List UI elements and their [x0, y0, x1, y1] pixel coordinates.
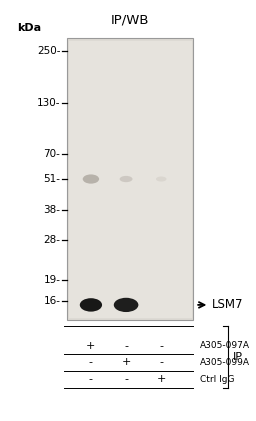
Text: 51-: 51- — [44, 174, 60, 184]
Text: kDa: kDa — [17, 23, 41, 33]
Ellipse shape — [156, 176, 166, 181]
Text: 70-: 70- — [44, 149, 60, 159]
Text: -: - — [89, 374, 93, 384]
Text: +: + — [121, 357, 131, 368]
Text: IP/WB: IP/WB — [110, 13, 149, 26]
Ellipse shape — [80, 298, 102, 312]
Text: 19-: 19- — [44, 275, 60, 285]
Text: A305-097A: A305-097A — [200, 341, 250, 350]
Text: 28-: 28- — [44, 235, 60, 245]
Text: +: + — [157, 374, 166, 384]
Text: +: + — [86, 341, 95, 351]
Text: 16-: 16- — [44, 296, 60, 306]
Text: -: - — [124, 374, 128, 384]
Ellipse shape — [120, 176, 133, 182]
Text: Ctrl IgG: Ctrl IgG — [200, 375, 234, 384]
Bar — [68, 38, 193, 320]
Ellipse shape — [114, 298, 138, 312]
Text: LSM7: LSM7 — [212, 298, 243, 312]
Text: IP: IP — [233, 352, 243, 362]
Text: 250-: 250- — [37, 46, 60, 56]
Text: -: - — [159, 357, 163, 368]
Text: -: - — [124, 341, 128, 351]
Text: -: - — [89, 357, 93, 368]
Text: 38-: 38- — [44, 205, 60, 215]
Text: -: - — [159, 341, 163, 351]
Text: A305-099A: A305-099A — [200, 358, 250, 367]
Bar — [69, 40, 192, 317]
Ellipse shape — [83, 174, 99, 184]
Text: 130-: 130- — [37, 99, 60, 109]
